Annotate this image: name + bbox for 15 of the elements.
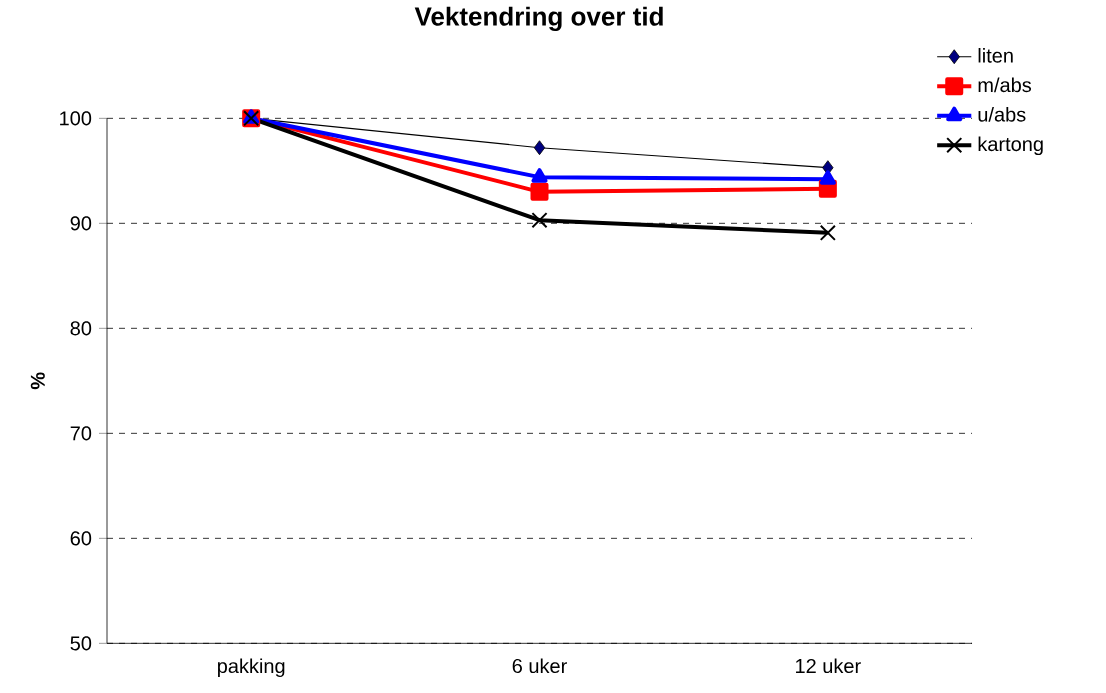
y-tick-label: 90 <box>70 216 92 231</box>
x-tick-label: pakking <box>217 658 285 677</box>
y-axis-title: % <box>30 372 45 390</box>
legend-label: m/abs <box>978 77 1032 92</box>
legend-label: liten <box>978 47 1013 63</box>
x-tick-label: 6 uker <box>512 658 567 673</box>
y-tick-label: 50 <box>70 636 92 651</box>
y-tick-label: 100 <box>60 111 92 126</box>
y-tick-label: 60 <box>70 531 92 546</box>
legend-label: kartong <box>978 136 1043 155</box>
y-tick-label: 80 <box>70 321 92 336</box>
y-tick-label: 70 <box>70 426 92 441</box>
chart-title: Vektendring over tid <box>414 6 663 31</box>
x-tick-label: 12 uker <box>796 658 861 673</box>
legend-label: u/abs <box>978 106 1026 122</box>
